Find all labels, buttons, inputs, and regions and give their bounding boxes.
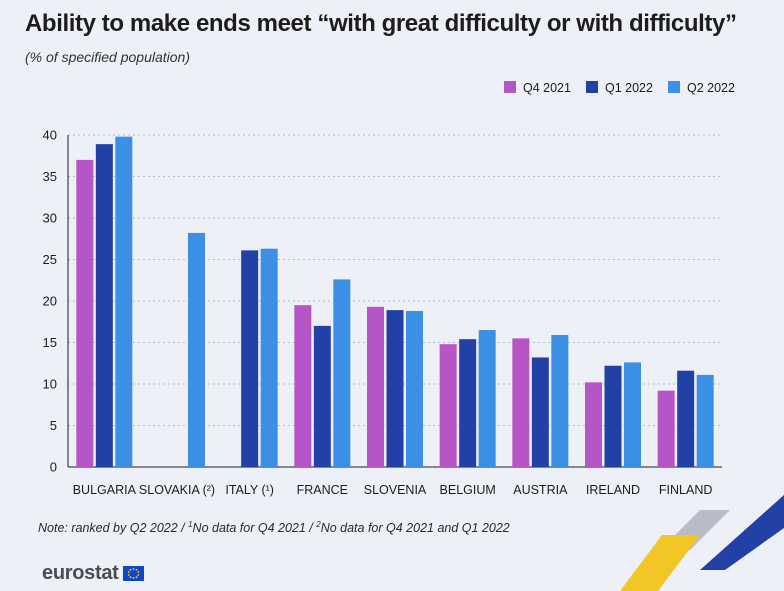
bar (260, 248, 278, 467)
bar (657, 390, 675, 467)
bar (406, 310, 423, 467)
chart-title: Ability to make ends meet “with great di… (25, 10, 737, 37)
y-tick-label: 0 (50, 460, 57, 475)
logo-text: eurostat (42, 562, 119, 584)
eurostat-logo: eurostat (42, 562, 144, 585)
bar (551, 335, 569, 467)
x-tick-label: FRANCE (297, 483, 348, 497)
corner-blue-stripe (700, 495, 784, 570)
bar (241, 250, 259, 467)
chart-footnote: Note: ranked by Q2 2022 / 1No data for Q… (38, 520, 510, 535)
bar (333, 279, 351, 467)
legend-label: Q1 2022 (605, 81, 653, 95)
x-tick-label: BULGARIA (73, 483, 137, 497)
legend-swatch (586, 81, 598, 93)
bar (585, 382, 602, 467)
bar (531, 357, 549, 467)
bar (604, 365, 622, 467)
bar (478, 330, 496, 467)
footnote-text-2: No data for Q4 2021 / (192, 521, 317, 536)
y-tick-label: 25 (43, 252, 57, 267)
bar (512, 338, 530, 467)
bar (677, 370, 695, 467)
y-tick-label: 40 (43, 128, 57, 143)
y-tick-label: 35 (43, 169, 57, 184)
bar (76, 159, 94, 467)
bar (439, 344, 457, 467)
y-tick-label: 20 (43, 294, 57, 309)
x-tick-label: FINLAND (659, 483, 712, 497)
bar (115, 136, 133, 467)
y-tick-label: 30 (43, 211, 57, 226)
y-tick-label: 15 (43, 335, 57, 350)
x-tick-label: SLOVAKIA (²) (139, 483, 215, 497)
bar (696, 374, 714, 467)
x-tick-label: BELGIUM (440, 483, 496, 497)
legend-label: Q2 2022 (687, 81, 735, 95)
bar (188, 232, 205, 467)
y-tick-label: 5 (50, 418, 57, 433)
x-tick-label: AUSTRIA (513, 483, 568, 497)
footnote-text-3: No data for Q4 2021 and Q1 2022 (320, 521, 510, 536)
bar (367, 306, 384, 467)
bar (624, 362, 641, 467)
x-tick-label: SLOVENIA (364, 483, 427, 497)
legend-swatch (504, 81, 516, 93)
bar (294, 305, 312, 467)
eu-flag-icon (122, 566, 144, 581)
legend-label: Q4 2021 (523, 81, 571, 95)
bar (95, 144, 113, 467)
corner-decoration (620, 495, 784, 591)
bar (459, 339, 477, 467)
bar (386, 310, 404, 467)
footnote-text-1: Note: ranked by Q2 2022 / (38, 521, 189, 536)
x-tick-label: IRELAND (586, 483, 640, 497)
legend-swatch (668, 81, 680, 93)
chart-subtitle: (% of specified population) (25, 49, 190, 65)
corner-yellow-stripe (620, 535, 700, 591)
x-tick-label: ITALY (¹) (225, 483, 274, 497)
footnote-sup-1: 1 (188, 520, 193, 529)
footnote-sup-2: 2 (316, 520, 321, 529)
bar-chart: 0 5 10 15 20 25 30 35 40 BULGARIA SLOVAKIA (²) ITAL… (43, 81, 735, 497)
y-tick-label: 10 (43, 377, 57, 392)
bar (313, 325, 331, 467)
